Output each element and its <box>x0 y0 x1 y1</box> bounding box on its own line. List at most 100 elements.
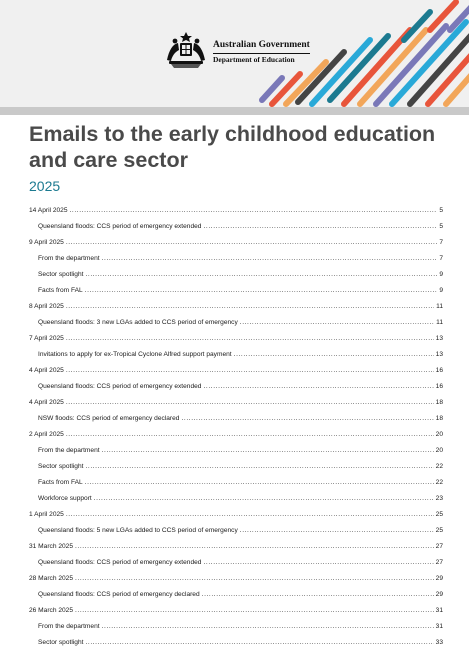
toc-entry-text: 4 April 2025 <box>29 367 64 374</box>
toc-dot-leader <box>75 571 434 587</box>
toc-subentry-link[interactable]: Queensland floods: 3 new LGAs added to C… <box>29 315 443 331</box>
toc-page-number: 18 <box>435 399 443 406</box>
toc-subentry-link[interactable]: Facts from FAL 22 <box>29 475 443 491</box>
toc-entry-text: Facts from FAL <box>38 287 83 294</box>
toc-dot-leader <box>66 427 434 443</box>
toc-dot-leader <box>240 315 434 331</box>
toc-entry-text: 28 March 2025 <box>29 575 73 582</box>
toc-dot-leader <box>203 555 433 571</box>
toc-dot-leader <box>66 299 434 315</box>
toc-page-number: 31 <box>435 623 443 630</box>
toc-entry-link[interactable]: 1 April 2025 25 <box>29 507 443 523</box>
toc-page-number: 25 <box>435 527 443 534</box>
toc-page-number: 5 <box>439 223 443 230</box>
toc-dot-leader <box>75 539 434 555</box>
toc-dot-leader <box>70 203 438 219</box>
toc-dot-leader <box>85 475 434 491</box>
toc-subentry-link[interactable]: Invitations to apply for ex-Tropical Cyc… <box>29 347 443 363</box>
toc-page-number: 9 <box>439 271 443 278</box>
toc-page-number: 27 <box>435 559 443 566</box>
toc-entry-link[interactable]: 31 March 2025 27 <box>29 539 443 555</box>
toc-subentry-link[interactable]: Sector spotlight 33 <box>29 635 443 651</box>
toc-entry-text: Queensland floods: CCS period of emergen… <box>38 559 202 566</box>
toc-page-number: 13 <box>435 351 443 358</box>
toc-dot-leader <box>75 603 434 619</box>
toc-entry-text: 2 April 2025 <box>29 431 64 438</box>
toc-subentry-link[interactable]: Queensland floods: CCS period of emergen… <box>29 555 443 571</box>
toc-dot-leader <box>85 635 433 651</box>
toc-page-number: 33 <box>435 639 443 646</box>
toc-entry-text: 31 March 2025 <box>29 543 73 550</box>
toc-subentry-link[interactable]: Queensland floods: CCS period of emergen… <box>29 219 443 235</box>
toc-subentry-link[interactable]: From the department 20 <box>29 443 443 459</box>
toc-page-number: 13 <box>435 335 443 342</box>
document-year: 2025 <box>29 178 61 194</box>
toc-dot-leader <box>203 219 437 235</box>
toc-subentry-link[interactable]: Sector spotlight 22 <box>29 459 443 475</box>
toc-dot-leader <box>102 251 438 267</box>
toc-dot-leader <box>181 411 433 427</box>
toc-entry-link[interactable]: 8 April 2025 11 <box>29 299 443 315</box>
toc-dot-leader <box>66 507 434 523</box>
toc-dot-leader <box>202 587 434 603</box>
toc-page-number: 18 <box>435 415 443 422</box>
toc-subentry-link[interactable]: Queensland floods: CCS period of emergen… <box>29 587 443 603</box>
toc-entry-text: From the department <box>38 255 100 262</box>
toc-subentry-link[interactable]: From the department 31 <box>29 619 443 635</box>
toc-subentry-link[interactable]: Sector spotlight 9 <box>29 267 443 283</box>
toc-entry-text: Facts from FAL <box>38 479 83 486</box>
decorative-stripes-icon <box>259 0 469 107</box>
toc-dot-leader <box>203 379 433 395</box>
toc-subentry-link[interactable]: NSW floods: CCS period of emergency decl… <box>29 411 443 427</box>
toc-page-number: 5 <box>439 207 443 214</box>
toc-entry-link[interactable]: 7 April 2025 13 <box>29 331 443 347</box>
toc-page-number: 25 <box>435 511 443 518</box>
toc-page-number: 29 <box>435 575 443 582</box>
toc-entry-text: Queensland floods: CCS period of emergen… <box>38 223 202 230</box>
toc-subentry-link[interactable]: Workforce support 23 <box>29 491 443 507</box>
toc-entry-text: 1 April 2025 <box>29 511 64 518</box>
toc-subentry-link[interactable]: From the department 7 <box>29 251 443 267</box>
banner-divider <box>0 107 469 115</box>
toc-subentry-link[interactable]: Queensland floods: 5 new LGAs added to C… <box>29 523 443 539</box>
toc-subentry-link[interactable]: Queensland floods: CCS period of emergen… <box>29 379 443 395</box>
toc-entry-link[interactable]: 4 April 2025 18 <box>29 395 443 411</box>
toc-page-number: 27 <box>435 543 443 550</box>
toc-entry-text: 7 April 2025 <box>29 335 64 342</box>
toc-dot-leader <box>66 331 434 347</box>
toc-page-number: 11 <box>436 303 443 310</box>
toc-dot-leader <box>66 235 438 251</box>
toc-page-number: 11 <box>436 319 443 326</box>
toc-entry-text: 26 March 2025 <box>29 607 73 614</box>
toc-entry-text: Invitations to apply for ex-Tropical Cyc… <box>38 351 232 358</box>
toc-dot-leader <box>94 491 434 507</box>
toc-dot-leader <box>240 523 434 539</box>
toc-dot-leader <box>102 443 434 459</box>
toc-entry-link[interactable]: 4 April 2025 16 <box>29 363 443 379</box>
toc-dot-leader <box>85 459 433 475</box>
toc-page-number: 29 <box>435 591 443 598</box>
org-secondary-name: Department of Education <box>213 55 295 64</box>
toc-entry-text: 8 April 2025 <box>29 303 64 310</box>
toc-entry-text: Queensland floods: CCS period of emergen… <box>38 591 200 598</box>
commonwealth-coat-of-arms-icon <box>167 32 205 68</box>
toc-page-number: 7 <box>439 239 443 246</box>
australian-government-logo: Australian Government Department of Educ… <box>163 30 313 70</box>
toc-page-number: 9 <box>439 287 443 294</box>
toc-entry-text: Queensland floods: CCS period of emergen… <box>38 383 202 390</box>
toc-page-number: 31 <box>435 607 443 614</box>
toc-entry-link[interactable]: 2 April 2025 20 <box>29 427 443 443</box>
toc-entry-link[interactable]: 9 April 2025 7 <box>29 235 443 251</box>
toc-entry-link[interactable]: 28 March 2025 29 <box>29 571 443 587</box>
toc-dot-leader <box>85 267 437 283</box>
document-title: Emails to the early childhood education … <box>29 122 436 172</box>
toc-entry-link[interactable]: 26 March 2025 31 <box>29 603 443 619</box>
toc-entry-link[interactable]: 14 April 2025 5 <box>29 203 443 219</box>
toc-entry-text: From the department <box>38 623 100 630</box>
toc-entry-text: Sector spotlight <box>38 271 84 278</box>
header-banner: Australian Government Department of Educ… <box>0 0 469 107</box>
toc-dot-leader <box>102 619 434 635</box>
toc-page-number: 23 <box>435 495 443 502</box>
toc-subentry-link[interactable]: Facts from FAL 9 <box>29 283 443 299</box>
toc-page-number: 20 <box>435 431 443 438</box>
